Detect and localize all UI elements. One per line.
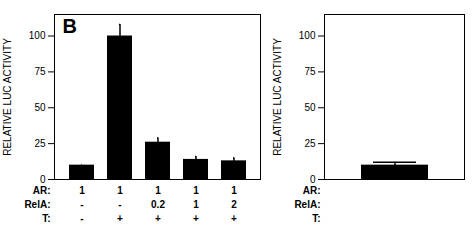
svg-text:1: 1 bbox=[193, 185, 199, 196]
svg-text:0: 0 bbox=[310, 174, 316, 185]
svg-text:50: 50 bbox=[34, 102, 46, 113]
svg-text:B: B bbox=[63, 15, 77, 37]
svg-text:2: 2 bbox=[231, 199, 237, 210]
svg-text:1: 1 bbox=[155, 185, 161, 196]
svg-text:75: 75 bbox=[304, 66, 316, 77]
svg-text:T:: T: bbox=[42, 213, 50, 224]
svg-text:25: 25 bbox=[304, 138, 316, 149]
svg-text:25: 25 bbox=[34, 138, 46, 149]
svg-text:0: 0 bbox=[40, 174, 46, 185]
svg-text:T:: T: bbox=[312, 213, 320, 224]
svg-text:1: 1 bbox=[193, 199, 199, 210]
svg-text:-: - bbox=[80, 213, 83, 224]
svg-text:100: 100 bbox=[29, 30, 46, 41]
svg-text:+: + bbox=[231, 213, 237, 224]
svg-text:75: 75 bbox=[34, 66, 46, 77]
svg-text:1: 1 bbox=[79, 185, 85, 196]
svg-text:-: - bbox=[80, 199, 83, 210]
svg-text:RELATIVE LUC ACTIVITY: RELATIVE LUC ACTIVITY bbox=[272, 38, 283, 156]
svg-text:1: 1 bbox=[231, 185, 237, 196]
svg-text:AR:: AR: bbox=[303, 185, 321, 196]
svg-text:+: + bbox=[193, 213, 199, 224]
svg-text:AR:: AR: bbox=[33, 185, 51, 196]
svg-text:-: - bbox=[118, 199, 121, 210]
svg-text:RelA:: RelA: bbox=[294, 199, 320, 210]
svg-text:50: 50 bbox=[304, 102, 316, 113]
svg-text:+: + bbox=[155, 213, 161, 224]
svg-text:0.2: 0.2 bbox=[151, 199, 165, 210]
svg-text:1: 1 bbox=[117, 185, 123, 196]
svg-text:RELATIVE LUC ACTIVITY: RELATIVE LUC ACTIVITY bbox=[2, 38, 13, 156]
svg-text:+: + bbox=[117, 213, 123, 224]
svg-text:RelA:: RelA: bbox=[24, 199, 50, 210]
svg-text:100: 100 bbox=[299, 30, 316, 41]
